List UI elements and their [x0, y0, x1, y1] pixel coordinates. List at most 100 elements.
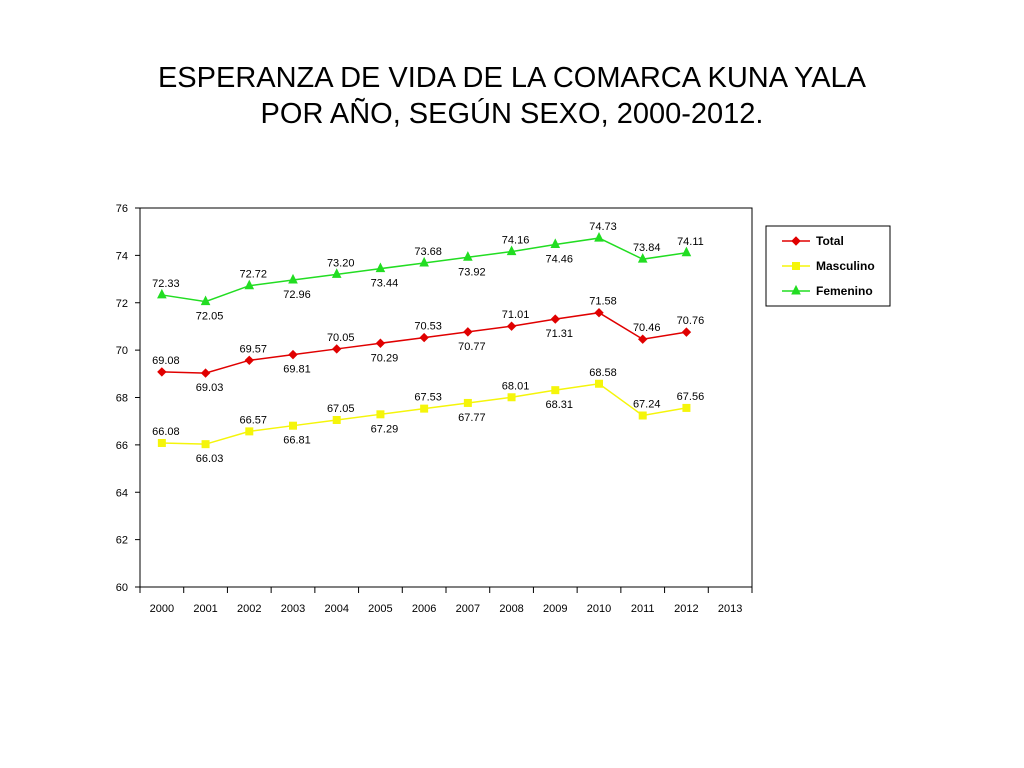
data-label-femenino: 72.33 [152, 278, 180, 290]
y-tick-label: 74 [116, 250, 128, 262]
legend-marker-masculino [792, 262, 800, 270]
x-tick-label: 2005 [368, 603, 392, 615]
x-tick-label: 2006 [412, 603, 436, 615]
data-label-masculino: 66.03 [196, 453, 224, 465]
data-label-femenino: 74.16 [502, 235, 530, 247]
data-point-femenino [244, 279, 255, 290]
x-tick-label: 2012 [674, 603, 698, 615]
data-label-total: 71.31 [546, 328, 574, 340]
data-label-masculino: 66.08 [152, 426, 180, 438]
data-point-masculino [157, 438, 166, 447]
chart-title-line-2: POR AÑO, SEGÚN SEXO, 2000-2012. [260, 98, 764, 130]
x-tick-label: 2003 [281, 603, 305, 615]
data-point-total [332, 344, 342, 354]
data-point-total [594, 307, 604, 318]
y-tick-label: 72 [116, 298, 128, 310]
legend-marker-femenino [791, 284, 801, 295]
data-label-masculino: 68.58 [589, 367, 617, 379]
data-point-masculino [551, 386, 560, 395]
data-label-total: 69.81 [283, 364, 311, 376]
legend-label-masculino: Masculino [816, 259, 875, 273]
data-point-total [244, 355, 254, 366]
data-label-masculino: 67.53 [414, 392, 442, 404]
x-tick-label: 2013 [718, 603, 742, 615]
data-label-femenino: 74.73 [589, 221, 617, 233]
data-label-total: 70.76 [677, 315, 705, 327]
data-label-femenino: 72.72 [240, 269, 268, 281]
data-point-masculino [376, 410, 385, 419]
data-label-total: 69.08 [152, 355, 180, 367]
x-tick-label: 2001 [193, 603, 217, 615]
data-point-femenino [463, 251, 473, 261]
data-point-total [638, 334, 648, 344]
data-point-masculino [638, 411, 647, 420]
data-point-masculino [420, 404, 429, 413]
data-point-femenino [506, 245, 517, 256]
data-label-total: 69.57 [240, 343, 268, 355]
x-tick-label: 2000 [150, 603, 174, 615]
data-label-femenino: 73.44 [371, 278, 399, 290]
data-point-femenino [157, 288, 167, 299]
data-label-femenino: 73.68 [414, 246, 442, 258]
data-label-femenino: 73.92 [458, 266, 486, 278]
data-label-total: 70.77 [458, 341, 486, 353]
data-label-total: 69.03 [196, 382, 224, 394]
x-tick-label: 2008 [499, 603, 523, 615]
data-label-femenino: 72.96 [283, 289, 311, 301]
y-tick-label: 64 [116, 487, 128, 499]
data-label-masculino: 67.05 [327, 403, 355, 415]
data-point-total [506, 321, 517, 331]
data-label-femenino: 73.84 [633, 242, 661, 254]
data-point-total [681, 327, 692, 337]
y-tick-label: 68 [116, 393, 128, 405]
data-point-masculino [201, 440, 210, 449]
data-point-femenino [288, 273, 298, 284]
data-label-total: 70.46 [633, 322, 661, 334]
data-label-masculino: 67.24 [633, 399, 661, 411]
data-point-masculino [507, 393, 516, 402]
x-tick-label: 2007 [456, 603, 480, 615]
data-point-femenino [375, 262, 386, 273]
legend-label-femenino: Femenino [816, 284, 873, 298]
data-label-femenino: 73.20 [327, 257, 355, 269]
data-label-masculino: 68.31 [546, 399, 574, 411]
data-point-femenino [594, 231, 604, 242]
data-point-femenino [681, 246, 692, 257]
y-tick-label: 60 [116, 582, 128, 594]
data-label-masculino: 67.77 [458, 412, 486, 424]
data-label-total: 71.58 [589, 296, 617, 308]
data-label-masculino: 67.29 [371, 423, 399, 435]
data-point-total [550, 314, 560, 324]
x-tick-label: 2004 [324, 603, 348, 615]
x-tick-label: 2002 [237, 603, 261, 615]
y-tick-label: 70 [116, 345, 128, 357]
chart-title-line-1: ESPERANZA DE VIDA DE LA COMARCA KUNA YAL… [157, 62, 867, 94]
data-point-total [200, 368, 211, 378]
legend-marker-total [791, 236, 801, 246]
data-label-masculino: 66.57 [240, 414, 268, 426]
data-point-femenino [331, 268, 342, 278]
data-label-femenino: 74.46 [546, 253, 574, 265]
data-point-masculino [245, 427, 254, 436]
data-point-total [375, 338, 386, 348]
data-point-masculino [463, 398, 472, 407]
data-label-masculino: 68.01 [502, 380, 530, 392]
data-label-total: 71.01 [502, 309, 530, 321]
data-label-femenino: 74.11 [677, 236, 704, 248]
data-label-masculino: 66.81 [283, 435, 311, 447]
data-label-masculino: 67.56 [677, 391, 705, 403]
x-tick-label: 2009 [543, 603, 567, 615]
data-point-masculino [289, 421, 297, 430]
data-label-femenino: 72.05 [196, 311, 224, 323]
data-label-total: 70.29 [371, 352, 399, 364]
data-point-total [419, 332, 429, 343]
data-point-femenino [200, 295, 211, 306]
data-point-masculino [595, 379, 603, 388]
y-tick-label: 76 [116, 203, 128, 215]
data-point-femenino [550, 238, 561, 248]
data-point-femenino [419, 256, 429, 267]
data-point-total [463, 327, 473, 337]
plot-area [139, 207, 753, 588]
y-tick-label: 66 [116, 440, 128, 452]
data-point-total [157, 367, 167, 377]
